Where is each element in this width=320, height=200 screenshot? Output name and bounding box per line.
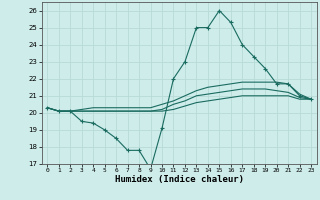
X-axis label: Humidex (Indice chaleur): Humidex (Indice chaleur) [115, 175, 244, 184]
